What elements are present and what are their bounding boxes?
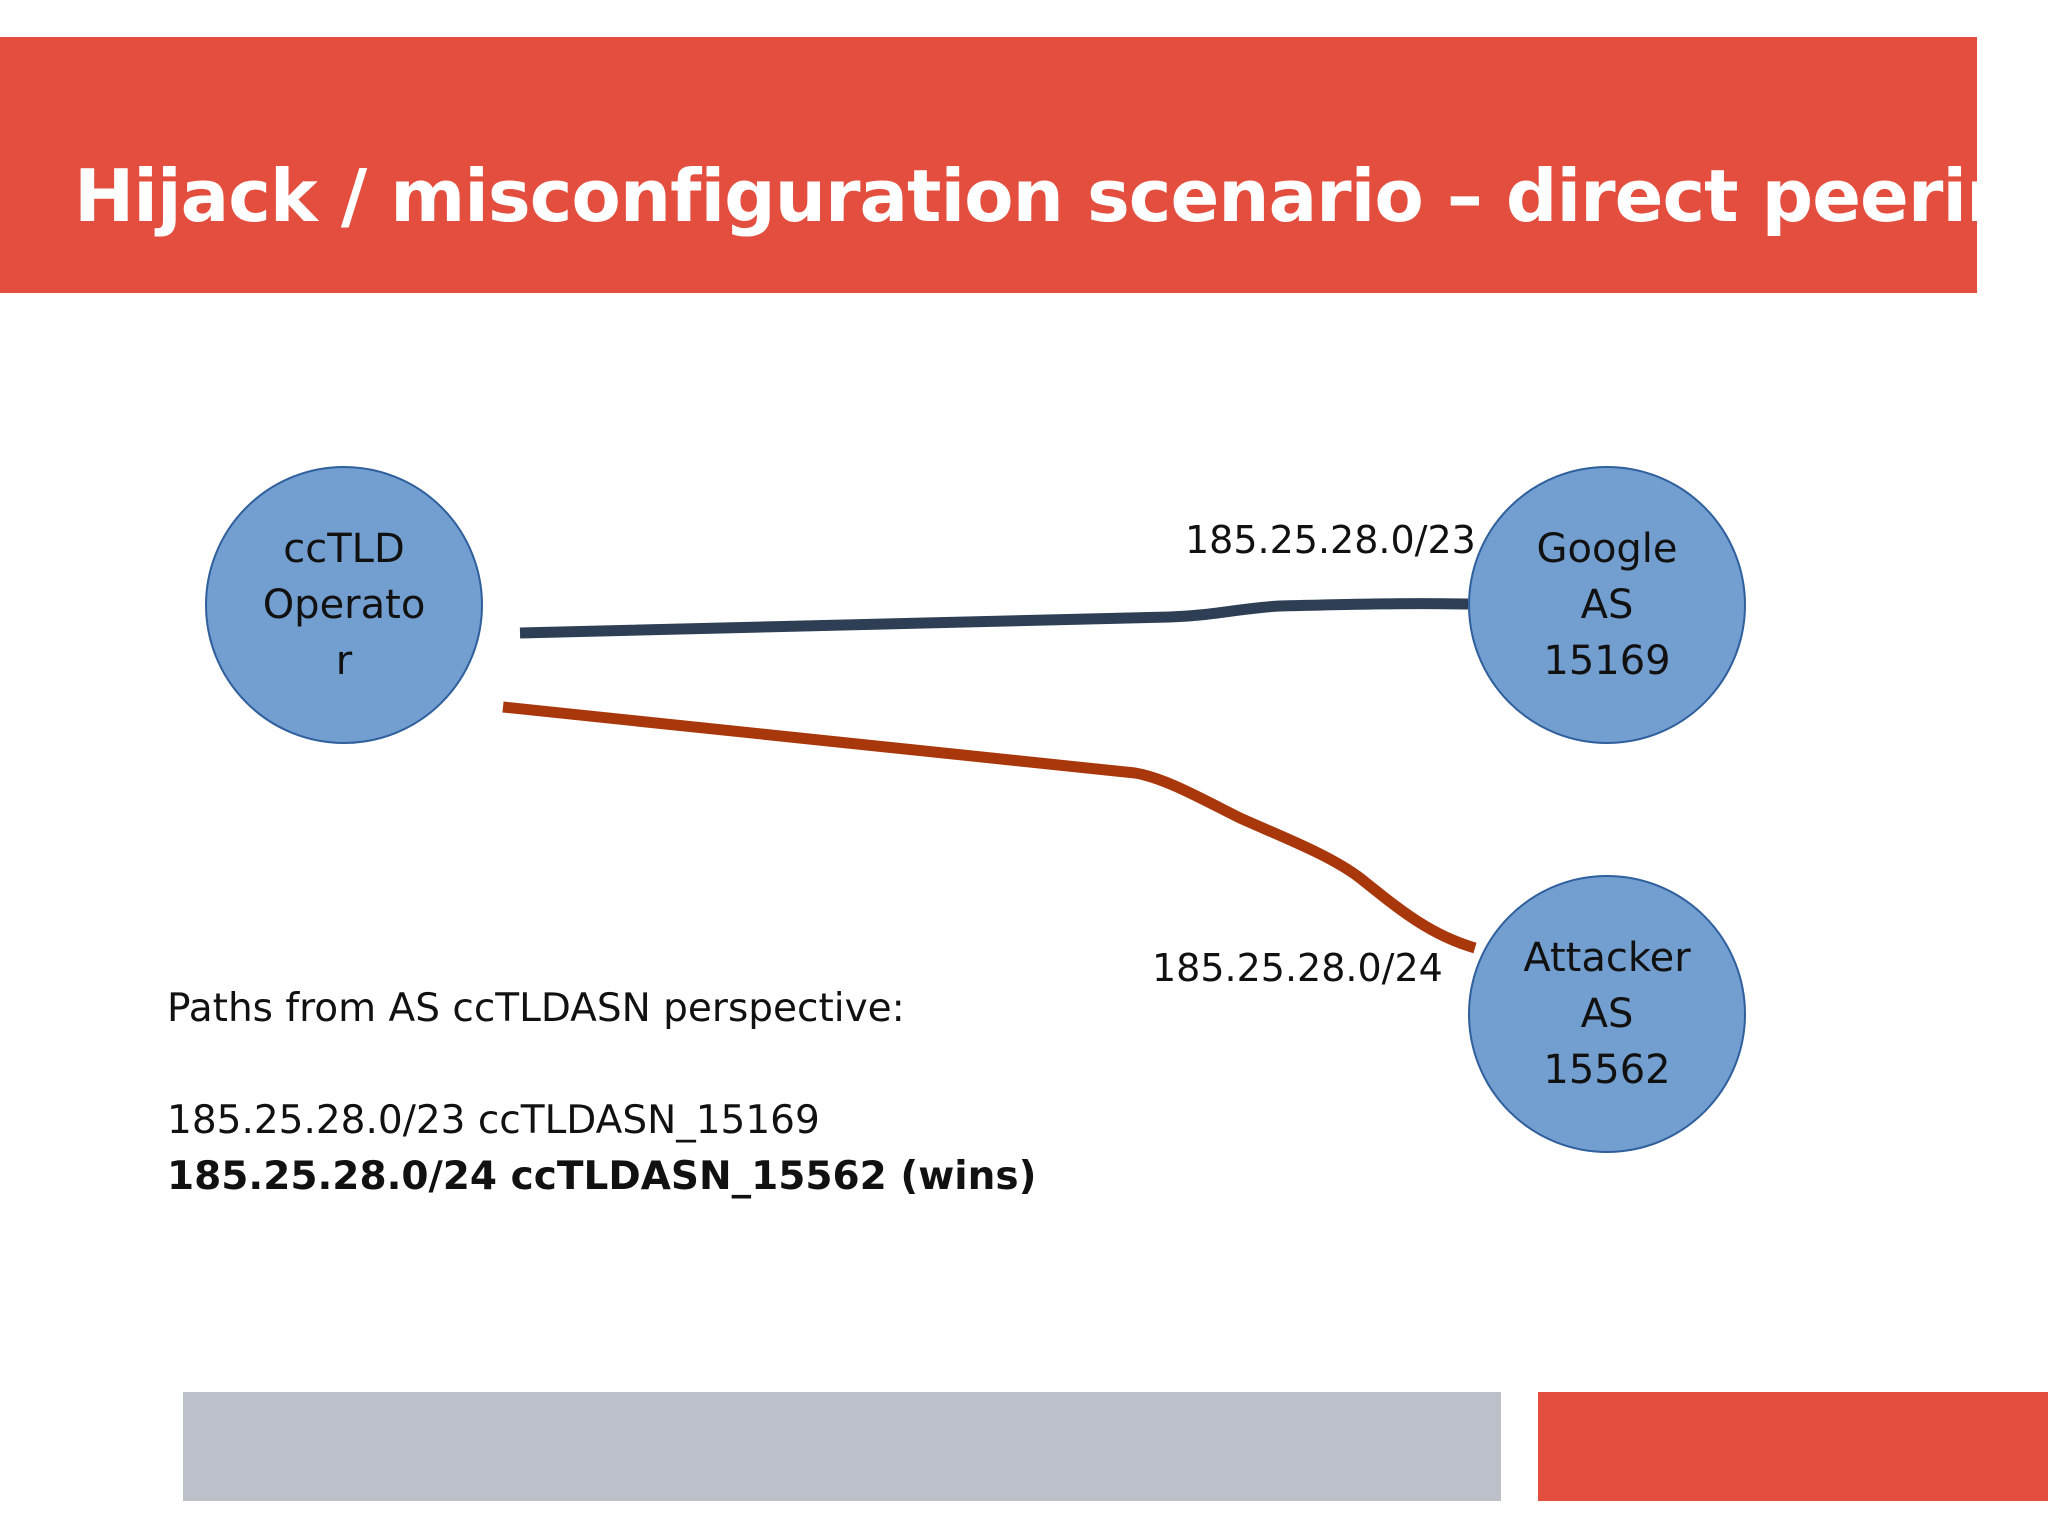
page-title: Hijack / misconfiguration scenario – dir… (74, 154, 2048, 238)
node-label-line: AS (1580, 582, 1634, 628)
attacker-edge-label: 185.25.28.0/24 (1152, 946, 1443, 990)
node-label-line: Operato (262, 582, 426, 628)
node-label-line: ccTLD (283, 526, 405, 572)
attacker-as-node: Attacker AS 15562 (1468, 875, 1746, 1153)
google-peering-edge (519, 598, 1468, 639)
node-label-line: AS (1580, 991, 1634, 1037)
node-label-line: 15562 (1543, 1047, 1671, 1093)
google-as-node: Google AS 15169 (1468, 466, 1746, 744)
path-entry-winning: 185.25.28.0/24 ccTLDASN_15562 (wins) (167, 1154, 1037, 1199)
footer-gray-bar (183, 1392, 1501, 1501)
attacker-peering-edge (502, 701, 1477, 954)
paths-heading: Paths from AS ccTLDASN perspective: (167, 986, 905, 1031)
paths-spacer (167, 1037, 1036, 1093)
title-bar (0, 37, 1977, 293)
cctld-operator-node: ccTLD Operato r (205, 466, 483, 744)
node-label-line: 15169 (1543, 638, 1671, 684)
node-label-line: r (335, 638, 353, 684)
google-edge-label: 185.25.28.0/23 (1185, 518, 1476, 562)
node-label-line: Attacker (1523, 935, 1691, 981)
footer-red-bar (1538, 1392, 2048, 1501)
paths-block: Paths from AS ccTLDASN perspective: 185.… (167, 981, 1036, 1205)
node-label-line: Google (1536, 526, 1678, 572)
path-entry: 185.25.28.0/23 ccTLDASN_15169 (167, 1098, 820, 1143)
